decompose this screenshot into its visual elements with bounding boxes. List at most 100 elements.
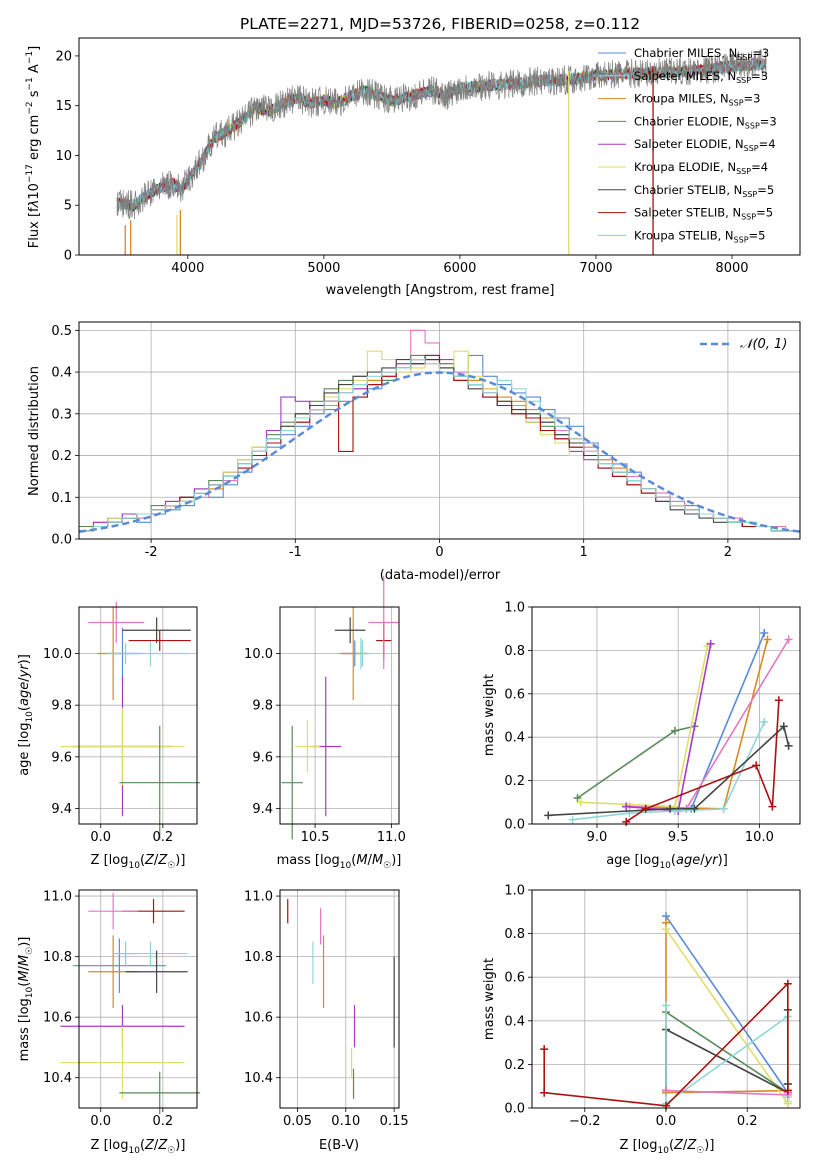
weight-vs-z-xtick-label: 0.2 [737,1114,758,1129]
spectrum-xtick-label: 8000 [715,261,748,276]
weight-vs-age-ylabel: mass weight [482,674,497,756]
weight-vs-age-point-marker [752,761,761,770]
residuals-xtick-label: 2 [724,545,732,560]
weight-vs-z-ylabel: mass weight [482,958,497,1040]
mass-vs-ebv-ytick-label: 10.8 [244,950,273,965]
residuals-xlabel: (data-model)/error [380,568,501,583]
weight-vs-age-ytick-label: 0.0 [504,818,525,833]
spectrum-xlabel: wavelength [Angstrom, rest frame] [326,283,555,298]
mass-vs-ebv-panel: 0.05 0.10 0.15 10.4 10.6 10.8 11.0 E(B-V) [244,889,409,1153]
age-vs-mass-ytick-label: 9.6 [252,750,273,765]
weight-vs-age-point-marker [576,798,585,807]
residuals-ytick-label: 0.5 [51,324,72,339]
weight-vs-age-xtick-label: 9.0 [587,830,608,845]
mass-vs-z-xlabel: Z [log10(Z/Z☉)] [91,1138,186,1156]
weight-vs-age-point-marker [568,815,577,824]
weight-vs-age-point-marker [763,635,772,644]
residuals-ytick-label: 0.3 [51,407,72,422]
weight-vs-z-series-line [665,1005,789,1106]
weight-vs-age-ytick-label: 0.6 [504,687,525,702]
mass-vs-ebv-xtick-label: 0.15 [380,1114,409,1129]
age-vs-mass-xtick-label: 11.0 [377,830,406,845]
weight-vs-age-point-marker [760,718,769,727]
age-vs-z-ytick-label: 9.6 [51,750,72,765]
weight-vs-z-ytick-label: 0.2 [504,1058,525,1073]
weight-vs-age-point-marker [784,635,793,644]
spectrum-legend-label: Salpeter ELODIE, NSSP=4 [634,137,776,153]
spectrum-ytick-label: 15 [55,99,72,114]
weight-vs-z-point-marker [662,925,670,934]
weight-vs-z-ytick-label: 0.6 [504,971,525,986]
mass-vs-ebv-grid [280,890,399,1108]
figure-title: PLATE=2271, MJD=53726, FIBERID=0258, z=0… [240,15,640,33]
spectrum-ytick-label: 0 [64,249,72,264]
weight-vs-age-panel: 9.0 9.5 10.0 0.0 0.2 0.4 0.6 0.8 1.0 age [log10(… [482,601,801,871]
weight-vs-age-series-line [626,643,712,812]
weight-vs-age-xlabel: age [log10(age/yr)] [606,853,728,871]
weight-vs-z-ytick-label: 1.0 [504,884,525,899]
weight-vs-z-series-line [665,915,789,1096]
weight-vs-z-plot-area [540,912,792,1110]
age-vs-z-plot-area [60,601,201,840]
age-vs-z-ytick-label: 9.4 [51,802,72,817]
weight-vs-age-plot-area [544,629,793,826]
age-vs-mass-ytick-label: 9.4 [252,802,273,817]
weight-vs-age-ytick-label: 0.2 [504,774,525,789]
mass-vs-z-ytick-label: 10.8 [43,950,72,965]
residuals-plot-area [78,329,801,533]
mass-vs-ebv-ytick-label: 10.6 [244,1011,273,1026]
spectrum-data-line [116,49,767,220]
spectrum-legend-label: Chabrier MILES, NSSP=3 [634,46,769,62]
age-vs-z-xlabel: Z [log10(Z/Z☉)] [91,853,186,871]
spectrum-axes-frame [78,37,801,256]
age-vs-mass-axes-frame [279,606,400,825]
age-vs-z-ytick-label: 9.8 [51,699,72,714]
mass-vs-z-ticks: 0.0 0.2 10.4 10.6 10.8 11.0 [43,890,173,1129]
residuals-ytick-label: 0.0 [51,533,72,548]
weight-vs-z-series-line [665,928,789,1107]
age-vs-mass-ytick-label: 9.8 [252,699,273,714]
spectrum-ytick-label: 20 [55,49,72,64]
mass-vs-ebv-xtick-label: 0.10 [331,1114,360,1129]
weight-vs-age-ytick-label: 1.0 [504,601,525,616]
age-vs-mass-grid [280,607,399,824]
age-vs-z-panel: 0.0 0.2 9.4 9.6 9.8 10.0 Z [log10(Z/Z☉)] age … [17,601,201,871]
weight-vs-age-axes-frame [531,606,801,825]
spectrum-legend-label: Salpeter MILES, NSSP=3 [634,69,768,85]
spectrum-legend: Chabrier MILES, NSSP=3 Salpeter MILES, NS… [598,46,777,244]
spectrum-legend-label: Kroupa MILES, NSSP=3 [634,92,760,108]
mass-vs-ebv-xlabel: E(B-V) [319,1138,359,1153]
age-vs-z-ytick-label: 10.0 [43,647,72,662]
age-vs-mass-xlabel: mass [log10(M/M☉)] [277,853,402,871]
mass-vs-z-ylabel: mass [log10(M/M☉)] [17,937,35,1062]
weight-vs-age-point-marker [706,639,715,648]
weight-vs-z-ytick-label: 0.4 [504,1014,525,1029]
age-vs-z-xtick-label: 0.0 [90,830,111,845]
age-vs-mass-xtick-label: 10.5 [301,830,330,845]
mass-vs-ebv-ticks: 0.05 0.10 0.15 10.4 10.6 10.8 11.0 [244,890,409,1129]
age-vs-mass-ticks: 10.5 11.0 9.4 9.6 9.8 10.0 [244,647,406,845]
weight-vs-z-series-line [665,1011,789,1095]
spectrum-plot-area [116,49,767,255]
weight-vs-z-point-marker [540,1088,549,1097]
age-vs-z-ticks: 0.0 0.2 9.4 9.6 9.8 10.0 [43,647,173,845]
spectrum-ytick-label: 5 [64,199,72,214]
spectrum-xtick-label: 6000 [443,261,476,276]
weight-vs-age-point-marker [784,741,793,750]
normal-reference-curve [78,371,801,533]
weight-vs-z-ytick-label: 0.0 [504,1102,525,1117]
weight-vs-age-series-line [626,639,769,810]
spectrum-ytick-label: 10 [55,149,72,164]
mass-vs-ebv-axes-frame [279,889,400,1109]
mass-vs-z-grid [79,890,197,1108]
mass-vs-z-plot-area [60,893,201,1115]
weight-vs-age-point-marker [768,802,777,811]
mass-vs-z-xtick-label: 0.0 [90,1114,111,1129]
weight-vs-age-ticks: 9.0 9.5 10.0 0.0 0.2 0.4 0.6 0.8 1.0 [504,601,774,846]
normal-reference-legend-label: 𝒩(0, 1) [740,337,787,352]
mass-vs-z-panel: 0.0 0.2 10.4 10.6 10.8 11.0 Z [log10(Z/Z☉)] m… [17,889,201,1156]
mass-vs-z-ytick-label: 10.6 [43,1011,72,1026]
spectrum-xtick-label: 7000 [579,261,612,276]
weight-vs-z-point-marker [662,1086,670,1095]
mass-vs-ebv-ytick-label: 10.4 [244,1071,273,1086]
